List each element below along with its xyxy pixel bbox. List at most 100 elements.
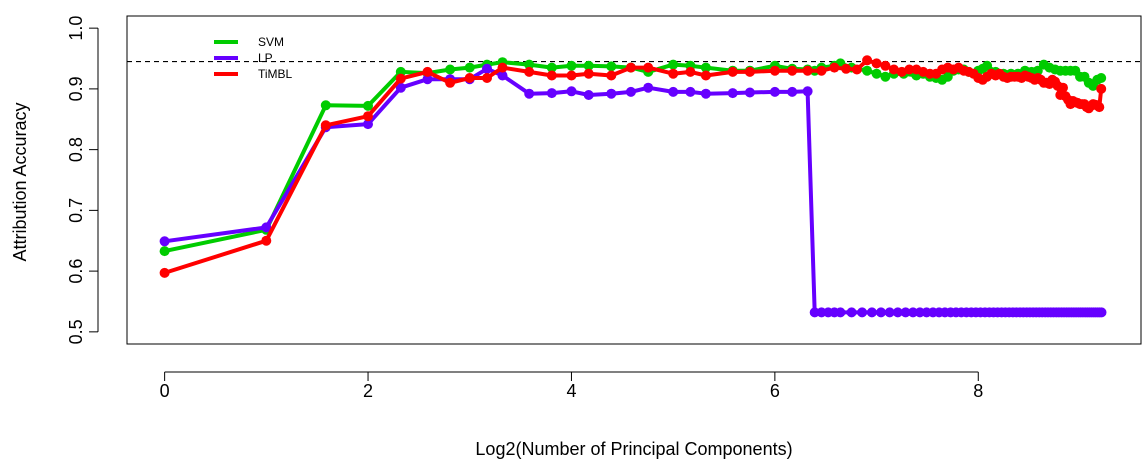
y-tick-label: 1.0 (66, 16, 86, 41)
data-point-lp (363, 119, 373, 130)
data-point-lp (668, 86, 679, 97)
data-point-timbl (363, 111, 373, 122)
data-point-lp (566, 86, 577, 97)
data-point-timbl (422, 66, 433, 77)
data-point-timbl (841, 63, 852, 74)
data-point-timbl (904, 64, 915, 75)
data-point-timbl (802, 65, 813, 76)
data-point-svm (668, 59, 679, 70)
data-point-timbl (395, 73, 406, 84)
data-point-lp (857, 307, 868, 318)
x-tick-label: 8 (973, 381, 983, 401)
data-point-timbl (566, 70, 577, 81)
y-axis-title: Attribution Accuracy (10, 102, 30, 261)
data-point-svm (320, 100, 331, 111)
data-point-lp (700, 88, 711, 99)
data-point-lp (546, 88, 557, 99)
data-point-timbl (482, 73, 492, 83)
data-point-timbl (888, 64, 899, 75)
data-point-timbl (261, 235, 272, 246)
data-point-svm (524, 59, 535, 70)
x-tick-label: 4 (566, 381, 576, 401)
legend-label-svm: SVM (258, 35, 284, 49)
data-point-timbl (851, 64, 862, 75)
data-point-timbl (787, 65, 798, 76)
data-point-lp (643, 82, 654, 93)
data-point-lp (866, 307, 877, 318)
data-point-lp (261, 222, 272, 233)
legend-label-timbl: TiMBL (258, 67, 293, 81)
data-point-lp (606, 88, 617, 99)
data-point-svm (982, 60, 993, 71)
data-point-lp (625, 86, 636, 97)
data-point-svm (1032, 65, 1043, 76)
data-point-lp (876, 307, 886, 318)
data-point-svm (1096, 73, 1107, 83)
data-point-timbl (668, 68, 679, 79)
data-point-lp (769, 86, 780, 97)
series-svm (159, 57, 1107, 257)
data-point-svm (363, 100, 373, 111)
x-tick-label: 0 (160, 381, 170, 401)
data-point-timbl (643, 62, 654, 73)
data-point-lp (802, 86, 813, 97)
data-point-timbl (546, 70, 557, 81)
data-point-timbl (769, 65, 780, 76)
y-tick-label: 0.9 (66, 76, 86, 101)
x-tick-label: 2 (363, 381, 373, 401)
data-point-timbl (829, 62, 840, 73)
data-point-timbl (1096, 83, 1107, 94)
data-point-timbl (524, 66, 535, 77)
data-point-lp (787, 86, 798, 97)
data-point-lp (846, 307, 857, 318)
legend: SVM LP TiMBL (214, 35, 293, 81)
y-tick-label: 0.7 (66, 198, 86, 223)
data-point-lp (908, 307, 918, 318)
data-point-lp (727, 88, 738, 99)
data-point-timbl (744, 66, 755, 77)
data-point-timbl (862, 55, 873, 66)
data-point-lp (835, 307, 846, 318)
data-point-lp (892, 307, 903, 318)
data-point-timbl (497, 62, 508, 73)
data-point-svm (880, 71, 891, 82)
data-point-svm (700, 62, 711, 73)
data-point-timbl (816, 65, 827, 76)
data-point-lp (497, 70, 508, 81)
series-timbl (159, 55, 1107, 278)
data-point-timbl (625, 62, 636, 73)
data-point-timbl (606, 70, 617, 81)
data-point-lp (422, 74, 433, 85)
data-point-lp (900, 307, 911, 318)
data-point-svm (606, 61, 617, 72)
data-point-timbl (685, 66, 696, 77)
data-point-svm (464, 62, 475, 73)
data-point-svm (546, 62, 557, 73)
data-point-svm (159, 246, 170, 257)
data-point-lp (1096, 307, 1107, 318)
data-point-svm (583, 60, 594, 71)
data-point-lp (159, 236, 170, 247)
data-point-lp (884, 307, 895, 318)
data-point-timbl (464, 73, 475, 83)
data-point-lp (685, 86, 696, 97)
x-tick-label: 6 (770, 381, 780, 401)
axes-layer: 0 2 4 6 8 0.5 0.6 0.7 0.8 0.9 1.0 (66, 16, 983, 401)
data-point-svm (566, 60, 577, 71)
data-point-timbl (896, 66, 907, 77)
data-point-timbl (727, 66, 738, 77)
legend-label-lp: LP (258, 51, 273, 65)
y-tick-label: 0.6 (66, 259, 86, 284)
series-lp (159, 63, 1107, 318)
data-point-lp (524, 88, 535, 99)
data-point-timbl (445, 77, 456, 88)
data-point-timbl (1094, 102, 1105, 113)
data-point-timbl (700, 70, 711, 81)
data-point-timbl (583, 68, 594, 79)
data-point-timbl (1058, 82, 1068, 93)
plot-frame (126, 15, 1142, 345)
data-point-lp (744, 87, 755, 98)
data-point-svm (871, 68, 882, 79)
x-axis-title: Log2(Number of Principal Components) (475, 439, 792, 459)
